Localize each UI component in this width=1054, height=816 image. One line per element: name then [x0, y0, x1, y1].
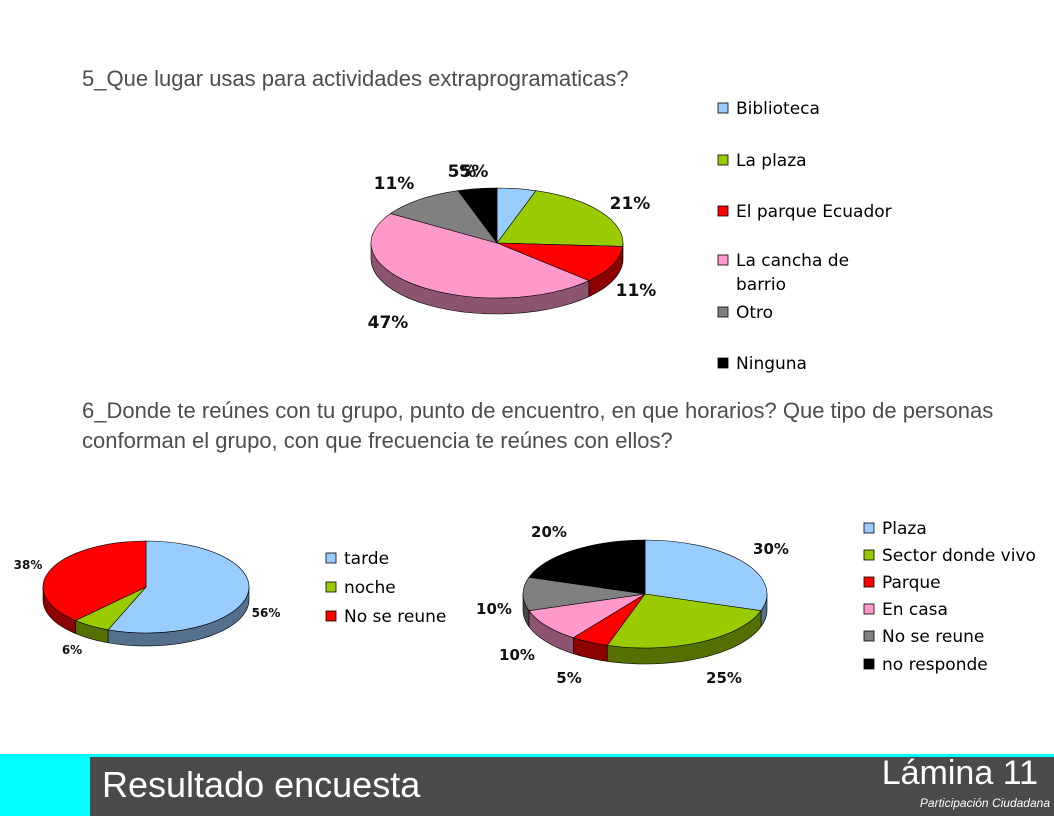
pie-3-percent-label: 5% [556, 669, 581, 687]
legend-swatch [863, 658, 875, 670]
legend-label: Plaza [882, 519, 927, 539]
legend-label: Parque [882, 573, 941, 593]
pie-3-percent-label: 10% [499, 646, 535, 664]
pie-chart-1: 5% 21% 11% 47% 11% 5% Biblioteca La plaza El par… [368, 99, 892, 374]
pie-2-percent-label: 6% [62, 643, 82, 657]
pie-3-slice-1 [644, 539, 768, 612]
pie-1-legend: Biblioteca La plaza El parque Ecuador La ca… [717, 99, 892, 374]
footer-accent-line [90, 754, 1054, 757]
pie-3-slice-2 [606, 593, 762, 649]
pie-3-slice-4 [528, 593, 646, 639]
legend-label: Otro [736, 303, 773, 323]
pie-3-percent-label: 20% [531, 523, 567, 541]
legend-swatch [325, 552, 337, 564]
legend-swatch [863, 603, 875, 615]
legend-label: Biblioteca [736, 99, 820, 119]
pie-1-percent-label: 21% [610, 194, 651, 214]
legend-swatch [717, 357, 729, 369]
pie-1-slice-2 [496, 190, 624, 247]
pie-3-slice-6 [528, 539, 646, 595]
question-5-text: 5_Que lugar usas para actividades extrap… [82, 66, 629, 91]
legend-label: Ninguna [736, 354, 807, 374]
pie-charts-canvas: 5% 21% 11% 47% 11% 5% Biblioteca La plaza El par… [14, 99, 1036, 687]
pie-chart-2: 56% 6% 38% tarde noche No se reune [14, 540, 446, 657]
legend-label: no responde [882, 655, 988, 675]
pie-1-slice-3 [496, 242, 624, 281]
pie-3-percent-label: 25% [706, 669, 742, 687]
slide-number: Lámina 11 [881, 754, 1038, 792]
pie-3-percent-label: 10% [476, 600, 512, 618]
pie-1-slice-5 [389, 190, 498, 244]
legend-label: El parque Ecuador [736, 202, 892, 222]
legend-swatch [717, 205, 729, 217]
pie-3-legend: Plaza Sector donde vivo Parque En casa No se… [863, 519, 1036, 675]
legend-swatch [863, 549, 875, 561]
legend-swatch [717, 102, 729, 114]
question-6-text: 6_Donde te reúnes con tu grupo, punto de… [82, 398, 994, 453]
pie-1-slice-4 [370, 213, 590, 299]
pie-1-percent-label: 11% [374, 174, 415, 194]
legend-label: noche [344, 578, 396, 598]
legend-label: En casa [882, 600, 948, 620]
pie-1-percent-label: 5% [460, 162, 489, 182]
legend-swatch [863, 630, 875, 642]
pie-2-slice-3 [42, 540, 147, 621]
pie-2-percent-label: 56% [252, 606, 281, 620]
legend-label: Sector donde vivo [882, 546, 1036, 566]
legend-label: barrio [736, 275, 786, 295]
legend-swatch [325, 581, 337, 593]
pie-1-slice-6 [457, 187, 498, 244]
legend-swatch [863, 576, 875, 588]
legend-label: La cancha de [736, 251, 849, 271]
footer-title: Resultado encuesta [102, 764, 421, 805]
legend-swatch [717, 306, 729, 318]
legend-label: tarde [344, 549, 389, 569]
footer-background [90, 757, 1054, 816]
legend-swatch [863, 522, 875, 534]
legend-label: No se reune [344, 607, 446, 627]
footer-bar: Resultado encuesta Lámina 11 Participaci… [0, 754, 1054, 816]
legend-swatch [717, 154, 729, 166]
footer-accent-block [0, 754, 90, 816]
legend-swatch [325, 610, 337, 622]
pie-3-slice-5 [522, 576, 646, 612]
pie-1-percent-label: 47% [368, 313, 409, 333]
pie-2-legend: tarde noche No se reune [325, 549, 446, 627]
pie-2-percent-label: 38% [14, 558, 43, 572]
pie-3-percent-label: 30% [753, 540, 789, 558]
footer-subtitle: Participación Ciudadana [919, 796, 1050, 810]
legend-swatch [717, 254, 729, 266]
legend-label: No se reune [882, 627, 984, 647]
pie-1-percent-label: 11% [616, 281, 657, 301]
legend-label: La plaza [736, 151, 807, 171]
pie-1-percent-label: 5% [448, 162, 477, 182]
pie-2-slice-1 [107, 540, 250, 634]
